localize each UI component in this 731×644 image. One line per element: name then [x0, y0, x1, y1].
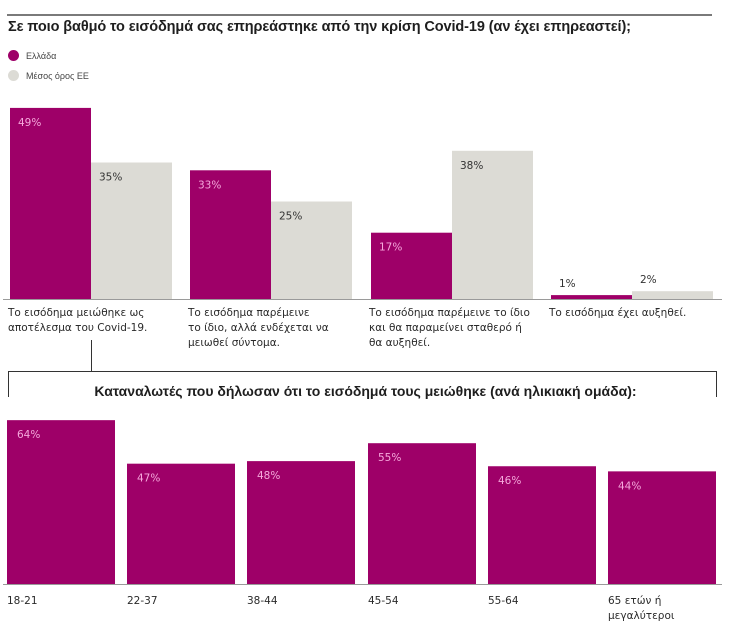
top-rule	[7, 14, 712, 16]
age-bar-3	[368, 443, 476, 584]
age-data-label-3: 55%	[378, 452, 401, 464]
data-label-greece-0: 49%	[18, 117, 41, 129]
data-label-eu-2: 38%	[460, 160, 483, 172]
age-category-label-3: 45-54	[368, 595, 399, 607]
bar-greece-3	[551, 295, 632, 299]
data-label-eu-0: 35%	[99, 172, 122, 184]
legend-swatch-greece	[8, 50, 19, 61]
age-bar-2	[247, 461, 355, 584]
bar-greece-0	[10, 107, 91, 300]
bar-eu-3	[632, 291, 713, 299]
chart-title: Σε ποιο βαθμό το εισόδημά σας επηρεάστηκ…	[8, 19, 631, 35]
age-category-label-1: 22-37	[127, 595, 158, 607]
category-label-3: Το εισόδημα έχει αυξηθεί.	[549, 307, 687, 319]
bracket-frame	[8, 371, 717, 397]
legend-item-greece: Ελλάδα	[8, 50, 56, 61]
data-label-eu-1: 25%	[279, 211, 302, 223]
category-label-0: Το εισόδημα μειώθηκε ως αποτέλεσμα του Co…	[8, 307, 148, 334]
bar-greece-2	[371, 232, 452, 299]
age-data-label-4: 46%	[498, 475, 521, 487]
age-data-label-0: 64%	[17, 429, 40, 441]
age-category-label-2: 38-44	[247, 595, 278, 607]
age-chart-title: Καταναλωτές που δήλωσαν ότι το εισόδημά …	[94, 383, 637, 399]
data-label-greece-2: 17%	[379, 242, 402, 254]
age-category-label-5: 65 ετών ή μεγαλύτεροι	[608, 595, 675, 622]
age-bar-0	[7, 420, 115, 584]
age-category-label-4: 55-64	[488, 595, 519, 607]
category-label-1: Το εισόδημα παρέμεινε το ίδιο, αλλά ενδέχ…	[188, 307, 329, 349]
age-bar-1	[127, 463, 235, 584]
data-label-eu-3: 2%	[640, 274, 657, 286]
age-data-label-1: 47%	[137, 473, 160, 485]
legend-item-eu: Μέσος όρος ΕΕ	[8, 70, 89, 81]
legend-label-eu: Μέσος όρος ΕΕ	[26, 70, 89, 81]
bar-eu-1	[271, 201, 352, 299]
age-bar-4	[488, 466, 596, 584]
bar-greece-1	[190, 170, 271, 299]
age-category-label-0: 18-21	[7, 595, 38, 607]
data-label-greece-3: 1%	[559, 278, 576, 290]
category-label-2: Το εισόδημα παρέμεινε το ίδιο και θα παρα…	[369, 307, 530, 349]
age-data-label-5: 44%	[618, 480, 641, 492]
age-data-label-2: 48%	[257, 470, 280, 482]
legend-label-greece: Ελλάδα	[26, 50, 57, 61]
legend-swatch-eu	[8, 70, 19, 81]
age-bar-5	[608, 471, 716, 584]
bar-eu-2	[452, 150, 533, 299]
bar-eu-0	[91, 162, 172, 299]
data-label-greece-1: 33%	[198, 179, 221, 191]
